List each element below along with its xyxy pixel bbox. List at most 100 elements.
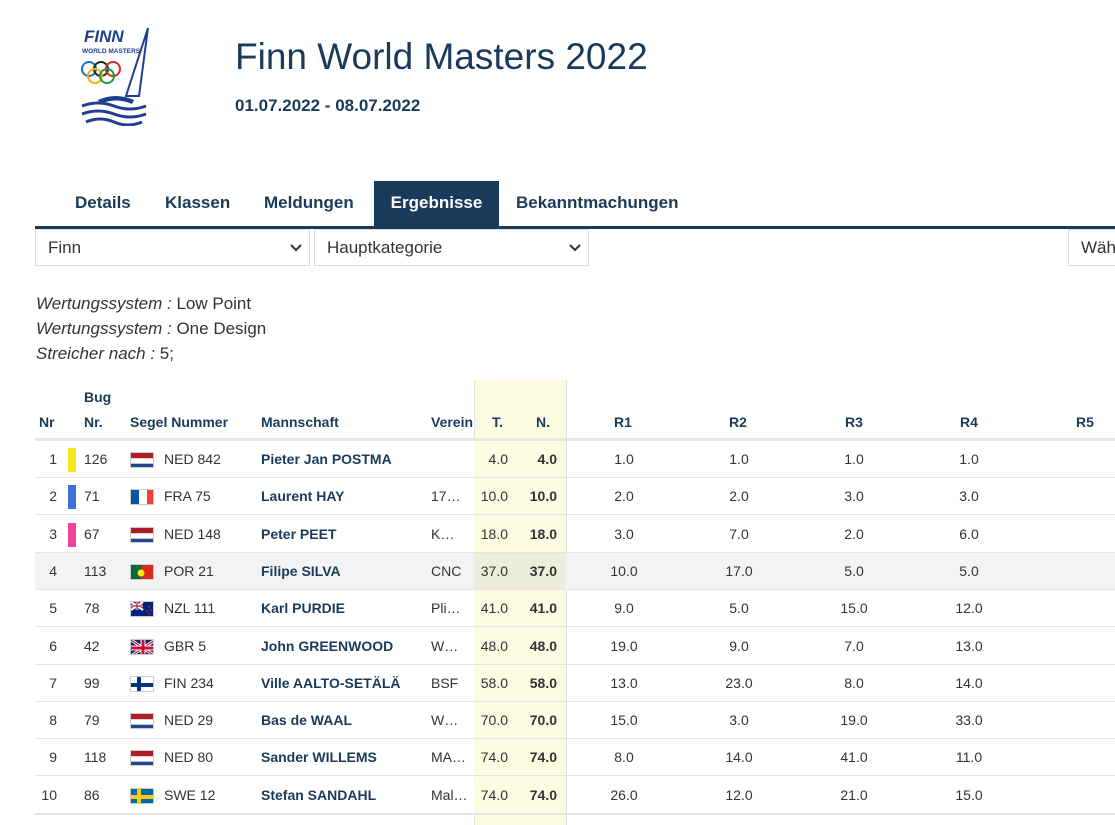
table-row[interactable]: 4 113 POR 21 Filipe SILVA CNC 37.0 37.0 10.0 17.… — [35, 552, 1115, 590]
club-cell: W… — [431, 712, 459, 729]
table-header-divider — [35, 438, 1115, 441]
table-row-divider — [35, 814, 1115, 815]
score-cell-bg — [474, 552, 566, 589]
tab-meldungen[interactable]: Meldungen — [264, 193, 354, 212]
net-points-cell: 74.0 — [529, 786, 557, 803]
race-2-cell: 23.0 — [725, 674, 753, 691]
tab-bekanntmachungen[interactable]: Bekanntmachungen — [516, 193, 679, 212]
race-4-cell: 1.0 — [959, 451, 979, 467]
race-2-cell: 14.0 — [725, 749, 753, 766]
club-cell: BSF — [431, 674, 459, 691]
table-row[interactable]: 6 42 GBR 5 John GREENWOOD W… 48.0 48.0 19.0 9.0 7… — [35, 627, 1115, 665]
club-cell — [431, 441, 471, 477]
sail-number-cell: GBR 5 — [164, 637, 207, 654]
club-cell: CNC — [431, 562, 462, 579]
crew-name-link[interactable]: Ville AALTO-SETÄLÄ — [261, 674, 401, 691]
column-divider — [566, 380, 567, 825]
table-row[interactable]: 2 71 FRA 75 Laurent HAY 17… 10.0 10.0 2.0 2.0 3.0… — [35, 478, 1115, 516]
crew-name-link[interactable]: Filipe SILVA — [261, 562, 341, 579]
crew-name-link[interactable]: Laurent HAY — [261, 488, 345, 505]
race-2-cell: 2.0 — [729, 488, 749, 505]
club-cell: 17… — [431, 488, 461, 505]
bow-number-cell: 113 — [84, 562, 107, 579]
club-cell: K… — [431, 525, 455, 542]
race-1-cell: 1.0 — [614, 451, 634, 467]
flag-gbr-icon — [130, 638, 154, 655]
flag-nzl-icon — [130, 601, 154, 618]
tab-ergebnisse[interactable]: Ergebnisse — [374, 181, 499, 226]
rank-cell: 4 — [49, 562, 57, 579]
header-r2[interactable]: R2 — [729, 414, 747, 430]
crew-name-link[interactable]: Sander WILLEMS — [261, 749, 377, 766]
net-points-cell: 58.0 — [529, 674, 557, 691]
net-points-cell: 48.0 — [529, 637, 557, 654]
table-row[interactable]: 9 118 NED 80 Sander WILLEMS MA… 74.0 74.0 8.0 14… — [35, 739, 1115, 777]
rank-cell: 7 — [49, 674, 57, 691]
crew-name-link[interactable]: Bas de WAAL — [261, 712, 353, 729]
race-3-cell: 8.0 — [844, 674, 864, 691]
flag-swe-icon — [130, 787, 154, 804]
net-points-cell: 74.0 — [529, 749, 557, 766]
bow-number-cell: 78 — [84, 600, 100, 617]
race-4-cell: 15.0 — [955, 786, 983, 803]
header-nr[interactable]: Nr — [39, 414, 55, 430]
header-total[interactable]: T. — [492, 414, 503, 430]
total-points-cell: 70.0 — [480, 712, 508, 729]
tab-klassen[interactable]: Klassen — [165, 193, 231, 212]
table-row[interactable]: 8 79 NED 29 Bas de WAAL W… 70.0 70.0 15.0 3.0 19.… — [35, 702, 1115, 740]
flag-ned-icon — [130, 452, 154, 468]
category-select[interactable]: Hauptkategorie — [314, 229, 589, 266]
header-r4[interactable]: R4 — [960, 414, 978, 430]
race-1-cell: 3.0 — [614, 525, 634, 542]
score-cell-bg — [474, 590, 566, 627]
race-1-cell: 19.0 — [610, 637, 638, 654]
crew-name-link[interactable]: Stefan SANDAHL — [261, 786, 377, 803]
total-points-cell: 10.0 — [480, 488, 508, 505]
club-cell: MA… — [431, 749, 466, 766]
table-row[interactable]: 5 78 NZL 111 Karl PURDIE Pli… 41.0 41.0 9.0 5.0 1… — [35, 590, 1115, 628]
class-select[interactable]: Finn — [35, 229, 310, 266]
table-row[interactable]: 10 86 SWE 12 Stefan SANDAHL Mal… 74.0 74.0 26.0… — [35, 776, 1115, 814]
table-row[interactable]: 1 126 NED 842 Pieter Jan POSTMA 4.0 4.0 1.0 1.0… — [35, 441, 1115, 478]
header-bug-top[interactable]: Bug — [84, 389, 112, 405]
sail-number-cell: FRA 75 — [164, 488, 211, 505]
net-points-cell: 4.0 — [537, 451, 557, 467]
race-2-cell: 5.0 — [729, 600, 749, 617]
score-cell-bg — [474, 478, 566, 515]
crew-name-link[interactable]: Peter PEET — [261, 525, 337, 542]
tab-bar: Details Klassen Meldungen Ergebnisse Bek… — [35, 181, 1115, 229]
race-4-cell: 13.0 — [955, 637, 983, 654]
header-r1[interactable]: R1 — [614, 414, 632, 430]
header-sail-number[interactable]: Segel Nummer — [130, 414, 229, 430]
discards-info: Streicher nach : 5; — [36, 344, 174, 363]
race-3-cell: 21.0 — [840, 786, 868, 803]
header-crew[interactable]: Mannschaft — [261, 414, 339, 430]
scoring-system-info: Wertungssystem : Low Point — [36, 294, 252, 313]
flag-fra-icon — [130, 489, 154, 506]
header-bug-bottom[interactable]: Nr. — [84, 414, 103, 430]
table-row[interactable]: 3 67 NED 148 Peter PEET K… 18.0 18.0 3.0 7.0 2.0 6… — [35, 515, 1115, 553]
score-cell-bg — [474, 627, 566, 664]
crew-name-link[interactable]: John GREENWOOD — [261, 637, 394, 654]
race-4-cell: 5.0 — [959, 562, 979, 579]
bow-number-cell: 71 — [84, 488, 100, 505]
header-r3[interactable]: R3 — [845, 414, 863, 430]
bow-number-cell: 42 — [84, 637, 100, 654]
crew-name-link[interactable]: Karl PURDIE — [261, 600, 346, 617]
total-points-cell: 18.0 — [480, 525, 508, 542]
chevron-down-icon — [569, 244, 581, 252]
right-select-value: Wäh — [1081, 238, 1115, 257]
tab-details[interactable]: Details — [75, 193, 131, 212]
header-club[interactable]: Verein — [431, 414, 474, 430]
right-select[interactable]: Wäh — [1068, 229, 1115, 266]
crew-name-link[interactable]: Pieter Jan POSTMA — [261, 451, 392, 467]
race-1-cell: 9.0 — [614, 600, 634, 617]
net-points-cell: 41.0 — [529, 600, 557, 617]
header-net[interactable]: N. — [536, 414, 550, 430]
race-1-cell: 26.0 — [610, 786, 638, 803]
race-3-cell: 41.0 — [840, 749, 868, 766]
logo-text: FINN — [84, 27, 124, 46]
table-row[interactable]: 7 99 FIN 234 Ville AALTO-SETÄLÄ BSF 58.0 58.0 1… — [35, 664, 1115, 702]
net-points-cell: 37.0 — [529, 562, 557, 579]
header-r5[interactable]: R5 — [1076, 414, 1094, 430]
